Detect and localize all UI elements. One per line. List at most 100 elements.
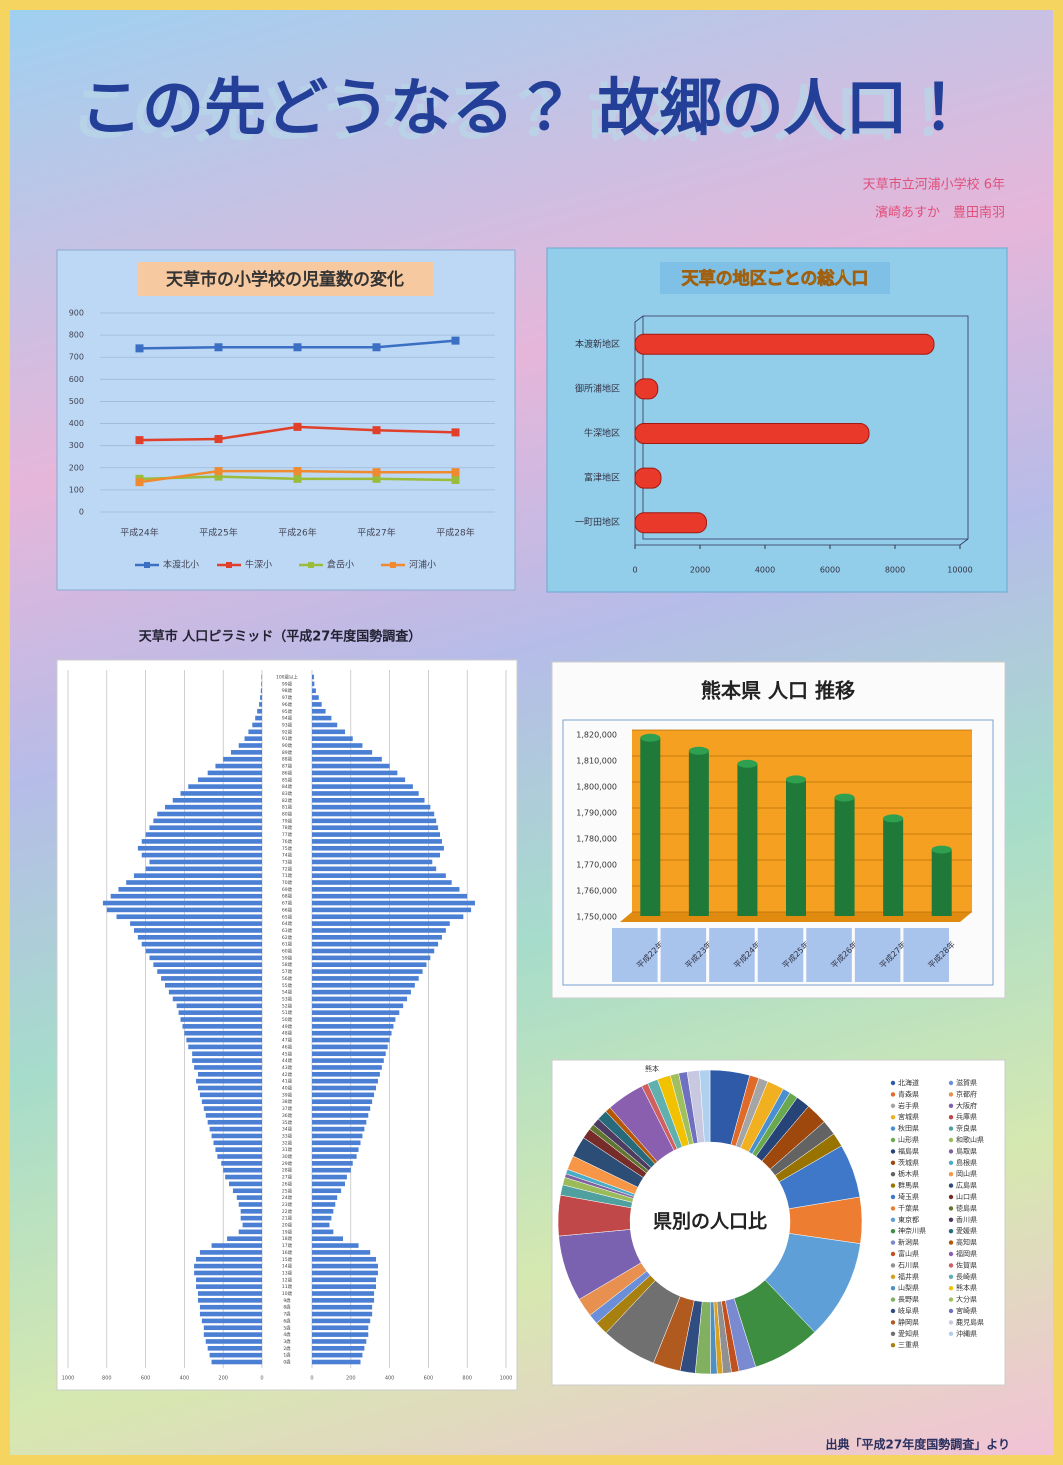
legend-swatch	[890, 1320, 896, 1325]
bar	[312, 1277, 377, 1283]
chart-title: 県別の人口比	[653, 1211, 767, 1233]
bar	[312, 695, 319, 700]
y-tick-label: 52歳	[282, 1002, 293, 1009]
bar	[161, 976, 262, 981]
x-tick-label: 平成25年	[199, 527, 237, 539]
bar	[312, 1167, 351, 1173]
legend-swatch	[948, 1251, 954, 1257]
point	[451, 336, 460, 345]
bar	[261, 674, 262, 680]
y-tick-label: 28歳	[282, 1167, 293, 1174]
y-tick-label: 5歳	[283, 1324, 291, 1331]
legend-label: 大分県	[956, 1295, 977, 1304]
bar	[215, 1147, 262, 1152]
point	[372, 474, 381, 483]
bar	[196, 1256, 262, 1262]
bar	[196, 1284, 262, 1289]
bar	[197, 1291, 262, 1296]
legend-swatch	[890, 1172, 896, 1177]
bar	[312, 1339, 367, 1344]
bar	[688, 750, 709, 916]
bar	[312, 1284, 377, 1289]
bar	[196, 1078, 262, 1084]
bar	[312, 1147, 359, 1152]
bar	[312, 1291, 375, 1296]
bar	[260, 695, 262, 700]
y-tick-label: 15歳	[282, 1256, 293, 1263]
bar	[312, 1325, 369, 1331]
y-tick-label: 400	[69, 419, 84, 428]
x-tick-label: 4000	[755, 566, 775, 575]
y-tick-label: 44歳	[282, 1057, 293, 1064]
y-tick-label: 82歳	[282, 797, 293, 804]
bar	[141, 852, 262, 858]
y-tick-label: 0歳	[283, 1359, 291, 1366]
bar	[312, 839, 442, 844]
category-box	[903, 928, 949, 982]
bar	[312, 900, 475, 906]
bar	[184, 1030, 262, 1036]
title-box	[137, 262, 433, 296]
bar	[141, 839, 262, 844]
legend-swatch	[948, 1160, 954, 1166]
legend-swatch	[948, 1308, 954, 1314]
point	[451, 475, 460, 484]
legend-swatch	[948, 1194, 954, 1200]
bar	[312, 750, 373, 755]
point	[135, 344, 144, 353]
bar	[153, 818, 262, 824]
bar	[157, 969, 262, 974]
bar	[312, 729, 345, 735]
legend-label: 奈良県	[956, 1124, 977, 1133]
x-tick-label: 400	[385, 1376, 395, 1382]
legend-swatch	[890, 1149, 896, 1154]
legend-marker	[308, 562, 314, 568]
bar	[312, 825, 439, 830]
legend-swatch	[948, 1240, 954, 1245]
bar	[252, 722, 262, 728]
y-tick-label: 94歳	[282, 715, 293, 722]
y-tick-label: 43歳	[282, 1064, 293, 1071]
y-tick-label: 200	[69, 463, 84, 472]
bar-cap	[786, 775, 806, 784]
bar	[312, 1359, 361, 1365]
panel	[56, 249, 516, 591]
legend-swatch	[890, 1194, 896, 1200]
x-tick-label: 200	[218, 1376, 228, 1382]
bar	[737, 763, 758, 916]
bar	[260, 688, 262, 693]
y-tick-label: 13歳	[282, 1269, 293, 1276]
bar-cap	[688, 746, 709, 755]
bar	[207, 1346, 262, 1351]
bar	[312, 859, 433, 865]
y-tick-label: 68歳	[282, 893, 293, 900]
bar	[312, 743, 363, 748]
point	[372, 343, 381, 352]
bar	[312, 811, 435, 817]
category-box	[709, 928, 755, 982]
bar	[634, 467, 662, 489]
legend-swatch	[890, 1206, 896, 1211]
legend-swatch	[948, 1126, 954, 1131]
y-tick-label: 48歳	[282, 1030, 293, 1037]
y-tick-label: 67歳	[282, 900, 293, 907]
y-tick-label: 62歳	[282, 934, 293, 941]
y-tick-label: 14歳	[282, 1263, 293, 1270]
bar	[186, 1037, 262, 1043]
legend-swatch	[948, 1286, 954, 1291]
y-tick-label: 17歳	[282, 1242, 293, 1249]
point	[372, 426, 381, 435]
bar-cap	[931, 845, 952, 854]
legend-label: 山梨県	[898, 1283, 919, 1292]
y-tick-label: 300	[69, 441, 84, 450]
x-tick-label: 平成28年	[436, 527, 474, 539]
bar	[172, 996, 262, 1002]
bar	[312, 1003, 404, 1009]
legend-swatch	[890, 1137, 896, 1143]
bar	[209, 1126, 262, 1132]
bar	[312, 866, 437, 872]
category-box	[660, 928, 707, 982]
point	[214, 467, 223, 476]
x-tick-label: 1000	[62, 1376, 75, 1382]
y-tick-label: 50歳	[282, 1016, 293, 1023]
